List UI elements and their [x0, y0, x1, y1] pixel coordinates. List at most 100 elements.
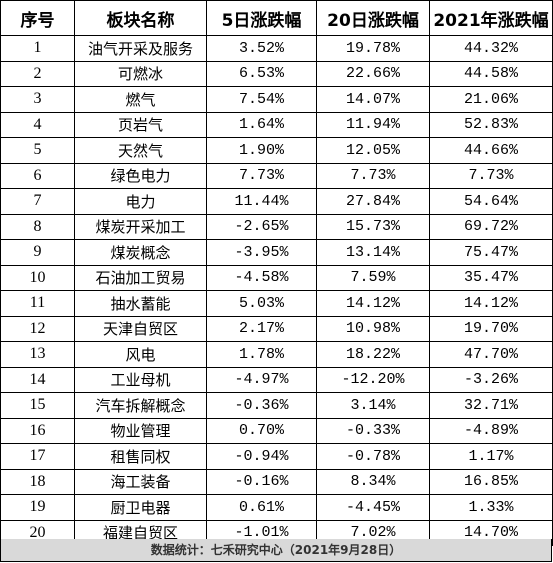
change-5day: -0.36% [206, 392, 317, 419]
sector-name: 风电 [74, 341, 207, 368]
change-20day: 14.12% [316, 290, 430, 317]
sector-name: 海工装备 [74, 468, 207, 495]
change-5day: 1.78% [206, 341, 317, 368]
change-2021: 44.32% [429, 35, 553, 62]
change-2021: 35.47% [429, 264, 553, 291]
change-5day: 5.03% [206, 290, 317, 317]
header-20day-change: 20日涨跌幅 [316, 0, 430, 36]
change-5day: 11.44% [206, 188, 317, 215]
row-index: 9 [0, 239, 75, 266]
row-index: 18 [0, 468, 75, 495]
header-row: 序号 板块名称 5日涨跌幅 20日涨跌幅 2021年涨跌幅 [0, 0, 553, 36]
row-index: 19 [0, 494, 75, 521]
source-footer: 数据统计：七禾研究中心（2021年9月28日） [0, 539, 552, 562]
change-20day: 11.94% [316, 111, 430, 138]
row-index: 1 [0, 35, 75, 62]
change-20day: 15.73% [316, 213, 430, 240]
header-5day-change: 5日涨跌幅 [206, 0, 317, 36]
row-index: 14 [0, 366, 75, 393]
table-row: 17 租售同权 -0.94% -0.78% 1.17% [0, 443, 553, 470]
table-row: 4 页岩气 1.64% 11.94% 52.83% [0, 111, 553, 138]
change-20day: 13.14% [316, 239, 430, 266]
row-index: 16 [0, 417, 75, 444]
change-5day: 1.90% [206, 137, 317, 164]
table-row: 11 抽水蓄能 5.03% 14.12% 14.12% [0, 290, 553, 317]
row-index: 2 [0, 60, 75, 87]
change-2021: 14.12% [429, 290, 553, 317]
table-body: 1 油气开采及服务 3.52% 19.78% 44.32% 2 可燃冰 6.53% 22.66%… [0, 35, 553, 546]
change-5day: 7.73% [206, 162, 317, 189]
change-5day: -4.97% [206, 366, 317, 393]
change-20day: 8.34% [316, 468, 430, 495]
change-20day: 12.05% [316, 137, 430, 164]
change-20day: -0.78% [316, 443, 430, 470]
header-sector-name: 板块名称 [74, 0, 207, 36]
change-20day: -4.45% [316, 494, 430, 521]
sector-name: 天津自贸区 [74, 315, 207, 342]
sector-name: 汽车拆解概念 [74, 392, 207, 419]
table-row: 6 绿色电力 7.73% 7.73% 7.73% [0, 162, 553, 189]
change-2021: 52.83% [429, 111, 553, 138]
table-row: 13 风电 1.78% 18.22% 47.70% [0, 341, 553, 368]
change-5day: 3.52% [206, 35, 317, 62]
change-2021: 69.72% [429, 213, 553, 240]
change-5day: 0.61% [206, 494, 317, 521]
change-2021: 44.66% [429, 137, 553, 164]
change-2021: 21.06% [429, 86, 553, 113]
row-index: 7 [0, 188, 75, 215]
sector-name: 燃气 [74, 86, 207, 113]
change-5day: -4.58% [206, 264, 317, 291]
table-row: 19 厨卫电器 0.61% -4.45% 1.33% [0, 494, 553, 521]
row-index: 3 [0, 86, 75, 113]
row-index: 5 [0, 137, 75, 164]
sector-name: 工业母机 [74, 366, 207, 393]
change-2021: 32.71% [429, 392, 553, 419]
change-2021: -3.26% [429, 366, 553, 393]
change-5day: 7.54% [206, 86, 317, 113]
table-row: 10 石油加工贸易 -4.58% 7.59% 35.47% [0, 264, 553, 291]
row-index: 12 [0, 315, 75, 342]
change-20day: 14.07% [316, 86, 430, 113]
change-20day: 22.66% [316, 60, 430, 87]
row-index: 6 [0, 162, 75, 189]
sector-name: 抽水蓄能 [74, 290, 207, 317]
row-index: 8 [0, 213, 75, 240]
table-row: 14 工业母机 -4.97% -12.20% -3.26% [0, 366, 553, 393]
table-row: 12 天津自贸区 2.17% 10.98% 19.70% [0, 315, 553, 342]
change-2021: 1.33% [429, 494, 553, 521]
sector-name: 租售同权 [74, 443, 207, 470]
sector-name: 可燃冰 [74, 60, 207, 87]
table-row: 18 海工装备 -0.16% 8.34% 16.85% [0, 468, 553, 495]
change-20day: -0.33% [316, 417, 430, 444]
row-index: 17 [0, 443, 75, 470]
row-index: 4 [0, 111, 75, 138]
table-row: 7 电力 11.44% 27.84% 54.64% [0, 188, 553, 215]
sector-name: 绿色电力 [74, 162, 207, 189]
table-row: 3 燃气 7.54% 14.07% 21.06% [0, 86, 553, 113]
change-5day: 6.53% [206, 60, 317, 87]
change-2021: -4.89% [429, 417, 553, 444]
change-2021: 7.73% [429, 162, 553, 189]
change-2021: 19.70% [429, 315, 553, 342]
sector-name: 电力 [74, 188, 207, 215]
sector-name: 物业管理 [74, 417, 207, 444]
change-2021: 54.64% [429, 188, 553, 215]
table-row: 2 可燃冰 6.53% 22.66% 44.58% [0, 60, 553, 87]
sector-name: 厨卫电器 [74, 494, 207, 521]
change-5day: 2.17% [206, 315, 317, 342]
change-2021: 16.85% [429, 468, 553, 495]
change-20day: 19.78% [316, 35, 430, 62]
change-5day: -0.16% [206, 468, 317, 495]
change-2021: 44.58% [429, 60, 553, 87]
sector-name: 煤炭概念 [74, 239, 207, 266]
table-row: 16 物业管理 0.70% -0.33% -4.89% [0, 417, 553, 444]
sector-name: 页岩气 [74, 111, 207, 138]
change-20day: -12.20% [316, 366, 430, 393]
change-2021: 75.47% [429, 239, 553, 266]
change-20day: 10.98% [316, 315, 430, 342]
change-5day: 0.70% [206, 417, 317, 444]
sector-name: 煤炭开采加工 [74, 213, 207, 240]
row-index: 10 [0, 264, 75, 291]
change-5day: -3.95% [206, 239, 317, 266]
